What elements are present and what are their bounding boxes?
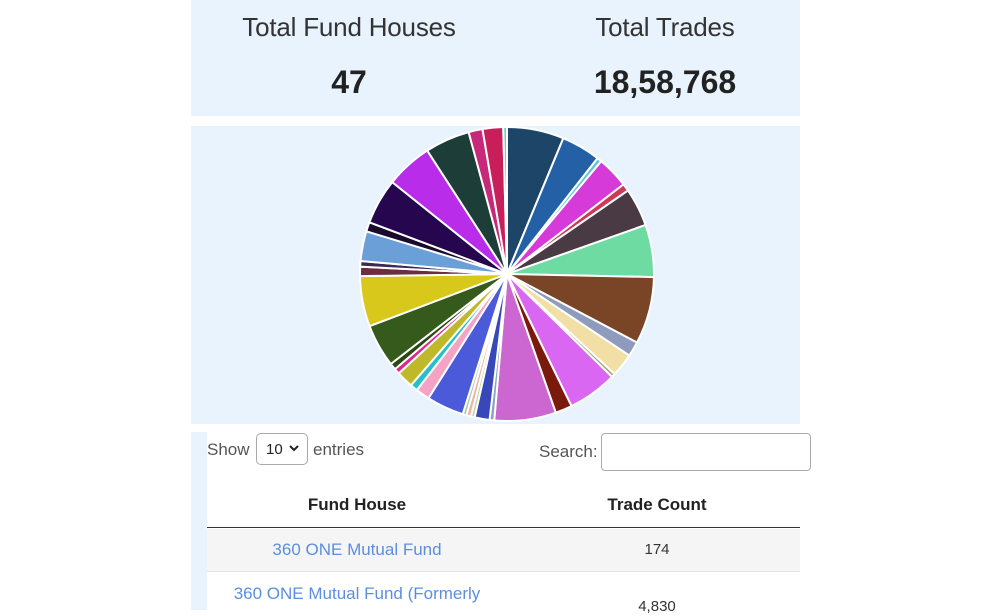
fund-house-link[interactable]: 360 ONE Mutual Fund (Formerly [233,584,481,603]
pie-chart-panel [191,126,800,424]
entries-label: entries [313,440,365,459]
table-row: 360 ONE Mutual Fund (Formerly 4,830 [207,573,800,615]
search-label: Search: [539,442,598,461]
trade-count-cell: 174 [644,541,670,558]
stat-fund-houses-label: Total Fund Houses [242,12,456,42]
stat-trades-label: Total Trades [595,12,735,42]
column-header-fund-house[interactable]: Fund House [307,495,407,514]
search-input[interactable] [601,433,811,471]
table-row: 360 ONE Mutual Fund 174 [207,529,800,572]
entries-length-select[interactable]: 10 [256,433,308,465]
stat-fund-houses-value: 47 [331,64,367,100]
table-left-gutter [191,432,207,610]
pie-chart [359,126,655,422]
trade-count-cell: 4,830 [638,598,676,615]
pie-slice-36[interactable] [502,126,508,275]
show-label: Show [207,440,250,459]
fund-house-link[interactable]: 360 ONE Mutual Fund [272,540,442,559]
entries-length-value: 10 [266,441,283,458]
table-header: Fund House Trade Count [207,482,800,528]
table-controls: Show 10 entries Search: [207,432,811,472]
column-header-trade-count[interactable]: Trade Count [607,495,707,514]
fund-house-table-section: Show 10 entries Search: Fund House Trade… [191,432,811,615]
main-column: Total Fund Houses 47 Total Trades 18,58,… [191,0,811,615]
stat-trades-value: 18,58,768 [593,64,737,100]
chevron-down-icon [289,445,299,452]
stats-panel: Total Fund Houses 47 Total Trades 18,58,… [191,0,800,116]
